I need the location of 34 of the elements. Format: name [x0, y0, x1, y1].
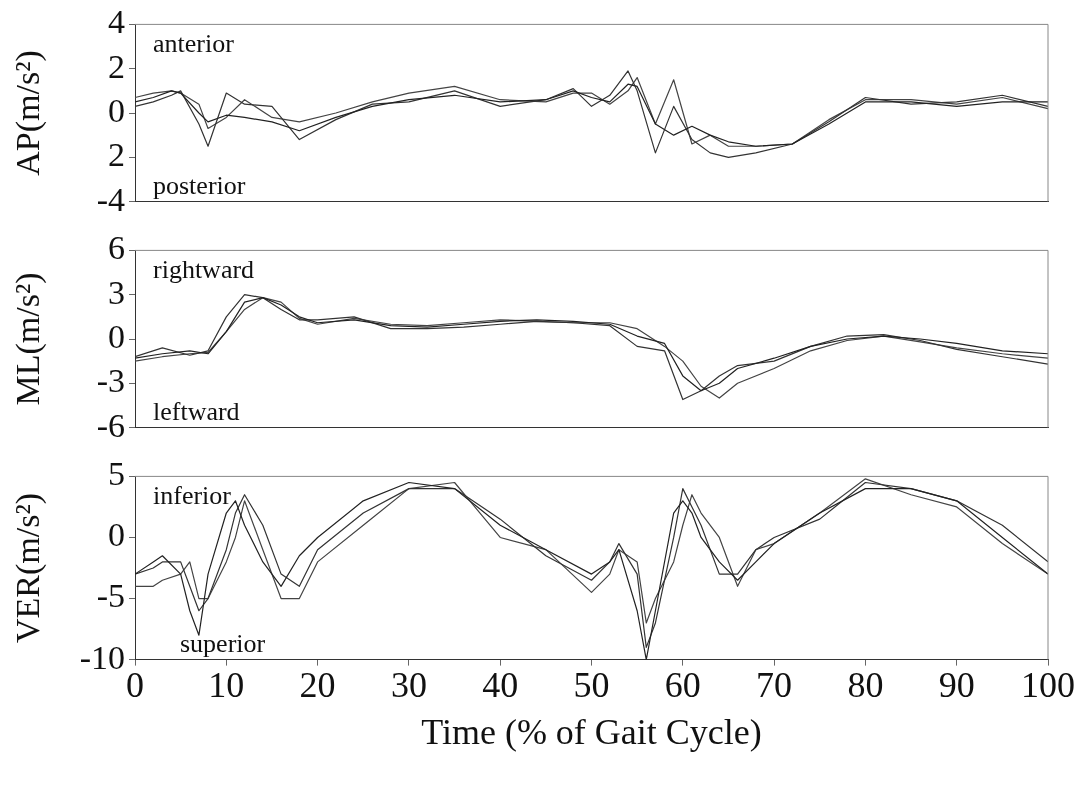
- annotation: anterior: [153, 29, 235, 59]
- y-tick-label: -10: [79, 638, 125, 676]
- y-axis-title: ML(m/s²): [9, 272, 48, 406]
- annotation: superior: [180, 628, 266, 658]
- y-tick-label: 5: [108, 455, 125, 493]
- x-tick-label: 80: [847, 664, 884, 705]
- x-tick-label: 90: [938, 664, 975, 705]
- annotation: leftward: [153, 396, 240, 426]
- y-tick-label: 0: [108, 317, 125, 355]
- y-tick-label: 0: [108, 516, 125, 554]
- y-tick-label: 3: [108, 273, 125, 311]
- y-tick-label: -4: [96, 180, 125, 218]
- x-tick-label: 60: [664, 664, 701, 705]
- x-tick-label: 20: [299, 664, 336, 705]
- x-axis-title: Time (% of Gait Cycle): [421, 711, 762, 752]
- annotation: posterior: [153, 170, 246, 200]
- x-tick-label: 30: [390, 664, 427, 705]
- y-tick-label: 2: [108, 47, 125, 85]
- annotation: inferior: [153, 481, 232, 511]
- y-tick-label: 4: [108, 3, 125, 41]
- x-tick-label: 40: [482, 664, 519, 705]
- y-axis-title: VER(m/s²): [9, 493, 48, 643]
- y-tick-label: -5: [96, 577, 125, 615]
- y-axis-title: AP(m/s²): [9, 50, 48, 176]
- y-tick-label: 0: [108, 91, 125, 129]
- y-tick-label: -3: [96, 362, 125, 400]
- y-tick-label: -6: [96, 406, 125, 444]
- x-tick-label: 50: [573, 664, 610, 705]
- x-tick-label: 10: [208, 664, 245, 705]
- x-tick-label: 70: [756, 664, 793, 705]
- annotation: rightward: [153, 255, 255, 285]
- x-tick-label: 100: [1021, 664, 1075, 705]
- y-tick-label: 2: [108, 136, 125, 174]
- y-tick-label: 6: [108, 229, 125, 267]
